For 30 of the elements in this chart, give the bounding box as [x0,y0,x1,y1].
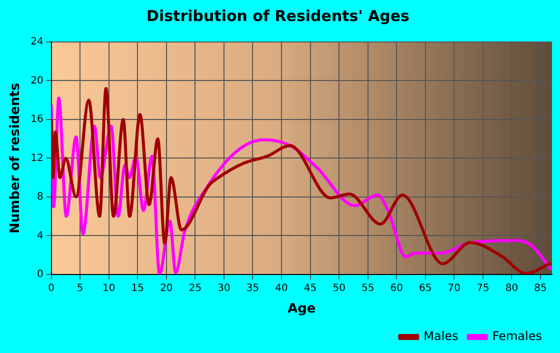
y-tick-label: 0 [36,268,44,280]
x-tick-label: 60 [390,282,403,294]
x-tick-label: 45 [304,282,317,294]
y-tick-label: 12 [30,152,44,164]
y-tick-label: 8 [36,192,44,203]
x-tick-label: 20 [160,282,173,294]
x-tick-label: 35 [246,282,260,294]
legend-label: Females [492,329,542,344]
x-tick-label: 30 [218,282,230,294]
y-tick-label: 16 [30,114,44,126]
x-tick-label: 80 [505,282,518,294]
x-tick-label: 70 [448,282,461,294]
x-tick-label: 85 [534,282,547,294]
x-tick-label: 50 [332,282,346,294]
y-axis-title: Number of residents [8,82,24,234]
chart-title: Distribution of Residents' Ages [146,6,410,25]
y-tick-label: 24 [30,36,44,48]
x-tick-label: 15 [131,282,144,294]
x-tick-label: 40 [275,282,288,294]
y-tick-label: 20 [30,75,44,86]
legend-label: Males [424,329,458,344]
x-tick-label: 55 [361,282,374,294]
x-axis-title: Age [288,302,316,317]
x-tick-label: 5 [76,282,84,294]
x-tick-label: 0 [48,282,55,294]
y-tick-label: 4 [36,230,44,242]
x-tick-label: 65 [419,282,432,294]
x-tick-label: 75 [476,282,490,294]
x-tick-label: 10 [102,282,116,294]
x-tick-label: 25 [188,282,202,294]
